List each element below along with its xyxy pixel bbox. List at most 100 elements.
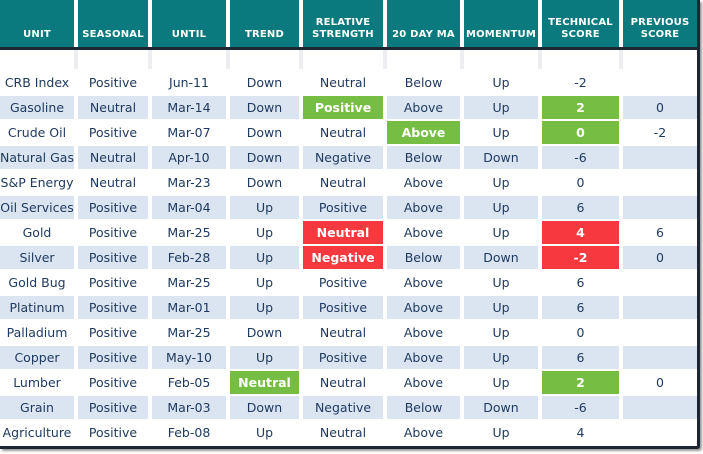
cell-technical-score: 6	[542, 271, 619, 294]
cell-technical-score: 0	[542, 171, 619, 194]
cell-relative-strength: Neutral	[303, 171, 383, 194]
table-row: Oil Services Positive Mar-04 Up Positive Abov…	[0, 196, 697, 219]
cell-ma20: Below	[387, 396, 460, 419]
spacer-cell	[230, 50, 299, 69]
table-row: Silver Positive Feb-28 Up Negative Below Down -…	[0, 246, 697, 269]
cell-previous-score	[623, 396, 697, 419]
column-header-until: UNTIL	[152, 0, 226, 47]
cell-momentum: Up	[464, 346, 538, 369]
cell-relative-strength: Negative	[303, 246, 383, 269]
cell-unit: S&P Energy	[0, 171, 74, 194]
cell-trend: Down	[230, 321, 299, 344]
cell-technical-score: -6	[542, 396, 619, 419]
cell-trend: Down	[230, 396, 299, 419]
cell-previous-score	[623, 296, 697, 319]
cell-until: Mar-23	[152, 171, 226, 194]
cell-ma20: Below	[387, 246, 460, 269]
cell-until: Mar-03	[152, 396, 226, 419]
cell-trend: Up	[230, 221, 299, 244]
cell-momentum: Up	[464, 371, 538, 394]
cell-technical-score: -2	[542, 246, 619, 269]
cell-relative-strength: Neutral	[303, 371, 383, 394]
column-header-relative-strength: RELATIVE STRENGTH	[303, 0, 383, 47]
cell-ma20: Above	[387, 171, 460, 194]
spacer-cell	[464, 50, 538, 69]
cell-relative-strength: Positive	[303, 196, 383, 219]
cell-seasonal: Positive	[78, 271, 148, 294]
cell-technical-score: 2	[542, 96, 619, 119]
cell-relative-strength: Neutral	[303, 221, 383, 244]
column-header-previous-score: PREVIOUS SCORE	[623, 0, 697, 47]
cell-until: Apr-10	[152, 146, 226, 169]
table-header-row: UNIT SEASONAL UNTIL TREND RELATIVE STREN…	[0, 0, 697, 50]
cell-previous-score	[623, 196, 697, 219]
cell-momentum: Down	[464, 246, 538, 269]
cell-momentum: Up	[464, 296, 538, 319]
cell-momentum: Down	[464, 396, 538, 419]
cell-previous-score	[623, 146, 697, 169]
cell-previous-score: 0	[623, 96, 697, 119]
cell-unit: Crude Oil	[0, 121, 74, 144]
cell-until: Mar-25	[152, 271, 226, 294]
cell-previous-score	[623, 271, 697, 294]
spacer-cell	[542, 50, 619, 69]
cell-momentum: Up	[464, 321, 538, 344]
cell-momentum: Up	[464, 171, 538, 194]
table-row: S&P Energy Neutral Mar-23 Down Neutral Above U…	[0, 171, 697, 194]
cell-unit: Oil Services	[0, 196, 74, 219]
cell-trend: Down	[230, 121, 299, 144]
cell-unit: Copper	[0, 346, 74, 369]
cell-seasonal: Positive	[78, 421, 148, 444]
cell-unit: Silver	[0, 246, 74, 269]
column-header-trend: TREND	[230, 0, 299, 47]
table-row: Palladium Positive Mar-25 Down Neutral Above U…	[0, 321, 697, 344]
cell-ma20: Above	[387, 221, 460, 244]
cell-trend: Up	[230, 246, 299, 269]
cell-previous-score: 0	[623, 246, 697, 269]
cell-seasonal: Neutral	[78, 171, 148, 194]
cell-seasonal: Positive	[78, 396, 148, 419]
spacer-cell	[303, 50, 383, 69]
cell-ma20: Above	[387, 321, 460, 344]
cell-previous-score: 6	[623, 221, 697, 244]
cell-technical-score: -2	[542, 71, 619, 94]
cell-ma20: Above	[387, 121, 460, 144]
cell-seasonal: Neutral	[78, 146, 148, 169]
cell-ma20: Below	[387, 71, 460, 94]
cell-ma20: Above	[387, 371, 460, 394]
table-row: Crude Oil Positive Mar-07 Down Neutral Above U…	[0, 121, 697, 144]
spacer-cell	[387, 50, 460, 69]
cell-relative-strength: Neutral	[303, 421, 383, 444]
cell-until: Mar-25	[152, 321, 226, 344]
cell-momentum: Up	[464, 271, 538, 294]
cell-ma20: Above	[387, 296, 460, 319]
cell-ma20: Above	[387, 96, 460, 119]
cell-technical-score: 4	[542, 421, 619, 444]
cell-seasonal: Positive	[78, 221, 148, 244]
cell-previous-score	[623, 321, 697, 344]
cell-seasonal: Positive	[78, 196, 148, 219]
cell-relative-strength: Neutral	[303, 321, 383, 344]
cell-relative-strength: Negative	[303, 146, 383, 169]
cell-unit: Gasoline	[0, 96, 74, 119]
cell-until: Jun-11	[152, 71, 226, 94]
cell-previous-score	[623, 171, 697, 194]
cell-ma20: Below	[387, 146, 460, 169]
cell-relative-strength: Negative	[303, 396, 383, 419]
cell-relative-strength: Positive	[303, 271, 383, 294]
cell-unit: Grain	[0, 396, 74, 419]
cell-relative-strength: Neutral	[303, 71, 383, 94]
cell-momentum: Up	[464, 221, 538, 244]
cell-momentum: Up	[464, 96, 538, 119]
cell-trend: Up	[230, 271, 299, 294]
cell-momentum: Up	[464, 71, 538, 94]
cell-previous-score: -2	[623, 121, 697, 144]
cell-relative-strength: Positive	[303, 296, 383, 319]
cell-until: Feb-28	[152, 246, 226, 269]
cell-relative-strength: Positive	[303, 346, 383, 369]
table-row: Natural Gas Neutral Apr-10 Down Negative Belo…	[0, 146, 697, 169]
cell-unit: Gold Bug	[0, 271, 74, 294]
cell-relative-strength: Positive	[303, 96, 383, 119]
table-row: Gold Bug Positive Mar-25 Up Positive Above Up 6	[0, 271, 697, 294]
table-body: CRB Index Positive Jun-11 Down Neutral Below U…	[0, 71, 697, 444]
